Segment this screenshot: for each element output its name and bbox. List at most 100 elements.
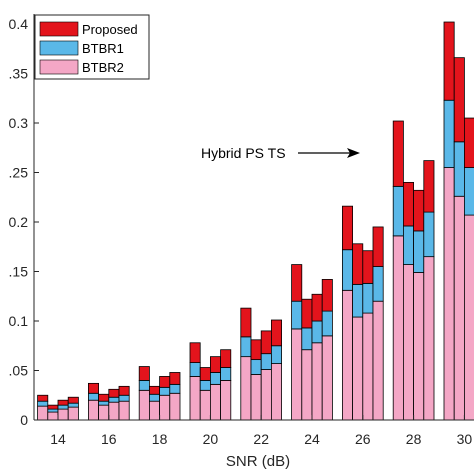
- bar-24-2-proposed: [301, 298, 313, 329]
- bar-26-1-btbr2: [341, 289, 353, 421]
- y-tick-label: .15: [9, 264, 29, 280]
- bar-26-2-btbr2: [352, 316, 364, 421]
- bar-14-4-btbr2: [67, 406, 79, 421]
- bar-16-3-btbr1: [108, 396, 120, 403]
- legend-label-btbr2: BTBR2: [82, 60, 124, 75]
- bar-18-4-btbr1: [169, 383, 181, 394]
- x-tick-label: 14: [50, 431, 66, 447]
- y-tick-label: 0.3: [9, 115, 29, 131]
- bar-20-4-btbr2: [220, 379, 232, 421]
- bar-18-1-btbr2: [138, 389, 150, 421]
- bar-20-2-proposed: [199, 367, 211, 381]
- bar-20-4-btbr1: [220, 367, 232, 381]
- bar-18-3-btbr1: [159, 386, 171, 396]
- x-tick-label: 16: [101, 431, 117, 447]
- bar-28-4-proposed: [423, 160, 435, 213]
- bar-24-2-btbr1: [301, 327, 313, 351]
- bar-16-3-proposed: [108, 388, 120, 398]
- bar-14-3-proposed: [57, 399, 69, 406]
- bar-28-1-btbr1: [392, 185, 404, 237]
- bar-20-3-btbr1: [209, 372, 221, 385]
- y-tick-label: 0: [20, 412, 28, 428]
- bar-18-2-btbr1: [148, 393, 160, 402]
- bar-24-1-proposed: [291, 264, 303, 302]
- bar-18-3-proposed: [159, 376, 171, 388]
- bar-26-2-proposed: [352, 243, 364, 285]
- bar-14-4-proposed: [67, 396, 79, 404]
- x-ticks: 14 16 18 20 22 24 26 28 30: [50, 415, 472, 447]
- bar-24-4-btbr2: [321, 335, 333, 421]
- bar-26-4-btbr2: [372, 300, 384, 421]
- y-tick-label: .25: [9, 165, 29, 181]
- bar-30-3-btbr2: [463, 214, 474, 421]
- x-tick-label: 22: [253, 431, 269, 447]
- y-tick-label: 0.1: [9, 313, 29, 329]
- bar-24-1-btbr1: [291, 300, 303, 330]
- bar-30-3-btbr1: [463, 167, 474, 216]
- bar-26-3-btbr2: [362, 312, 374, 421]
- bar-30-1-btbr1: [443, 99, 455, 168]
- bar-16-2-btbr2: [98, 404, 110, 421]
- bar-24-1-btbr2: [291, 328, 303, 421]
- bar-30-3-proposed: [463, 117, 474, 168]
- bar-30-1-btbr2: [443, 167, 455, 421]
- bar-14-2-btbr1: [47, 408, 59, 413]
- bar-26-3-proposed: [362, 250, 374, 284]
- bar-16-4-btbr2: [118, 400, 130, 421]
- bar-24-3-btbr1: [311, 320, 323, 344]
- x-axis-label: SNR (dB): [226, 453, 290, 470]
- bar-22-3-proposed: [260, 330, 272, 355]
- bar-22-4-btbr1: [270, 345, 282, 364]
- bar-18-4-proposed: [169, 372, 181, 385]
- legend-swatch-btbr1: [39, 40, 79, 56]
- bar-22-4-btbr2: [270, 363, 282, 421]
- bar-14-3-btbr2: [57, 408, 69, 421]
- bar-14-1-btbr1: [37, 400, 49, 407]
- bar-14-2-btbr2: [47, 411, 59, 421]
- bar-14-1-btbr2: [37, 405, 49, 421]
- bar-18-3-btbr2: [159, 394, 171, 421]
- bar-18-2-btbr2: [148, 400, 160, 421]
- bar-28-3-btbr1: [413, 230, 425, 273]
- bar-26-1-btbr1: [341, 249, 353, 291]
- bar-22-3-btbr1: [260, 353, 272, 370]
- bar-28-1-btbr2: [392, 235, 404, 421]
- bar-16-2-btbr1: [98, 400, 110, 406]
- legend-swatch-btbr2: [39, 59, 79, 75]
- bar-28-2-btbr1: [402, 225, 414, 265]
- bar-14-4-btbr1: [67, 402, 79, 408]
- bar-24-3-proposed: [311, 293, 323, 322]
- y-tick-label: 0.2: [9, 214, 29, 230]
- bar-22-2-proposed: [250, 339, 262, 361]
- bar-22-1-btbr1: [240, 336, 252, 358]
- bar-22-3-btbr2: [260, 369, 272, 421]
- x-tick-label: 24: [304, 431, 320, 447]
- bar-24-2-btbr2: [301, 349, 313, 421]
- axes-layer: 0 .05 0.1 .15 0.2 .25 0.3 .35 0.4 14 16 18 20 22 24 26…: [9, 14, 474, 470]
- bar-20-1-proposed: [189, 342, 201, 363]
- bar-20-2-btbr1: [199, 379, 211, 391]
- x-tick-label: 28: [406, 431, 422, 447]
- bar-22-4-proposed: [270, 319, 282, 347]
- y-tick-label: .05: [9, 363, 29, 379]
- x-tick-label: 18: [152, 431, 168, 447]
- bar-20-4-proposed: [220, 349, 232, 368]
- y-tick-label: .35: [9, 66, 29, 82]
- bar-30-2-btbr1: [453, 141, 465, 197]
- legend: Proposed BTBR1 BTBR2: [34, 14, 150, 80]
- bar-30-2-btbr2: [453, 195, 465, 421]
- bar-16-3-btbr2: [108, 401, 120, 421]
- bar-28-2-proposed: [402, 181, 414, 227]
- bar-20-1-btbr1: [189, 362, 201, 377]
- bar-28-4-btbr1: [423, 211, 435, 258]
- bar-16-1-btbr1: [88, 392, 100, 401]
- bar-24-4-btbr1: [321, 310, 333, 337]
- bar-16-4-proposed: [118, 385, 130, 396]
- annotation-text: Hybrid PS TS: [201, 145, 286, 161]
- bar-24-3-btbr2: [311, 342, 323, 421]
- bar-18-1-btbr1: [138, 379, 150, 391]
- legend-label-proposed: Proposed: [82, 22, 138, 37]
- bar-18-4-btbr2: [169, 392, 181, 421]
- bar-20-3-btbr2: [209, 383, 221, 421]
